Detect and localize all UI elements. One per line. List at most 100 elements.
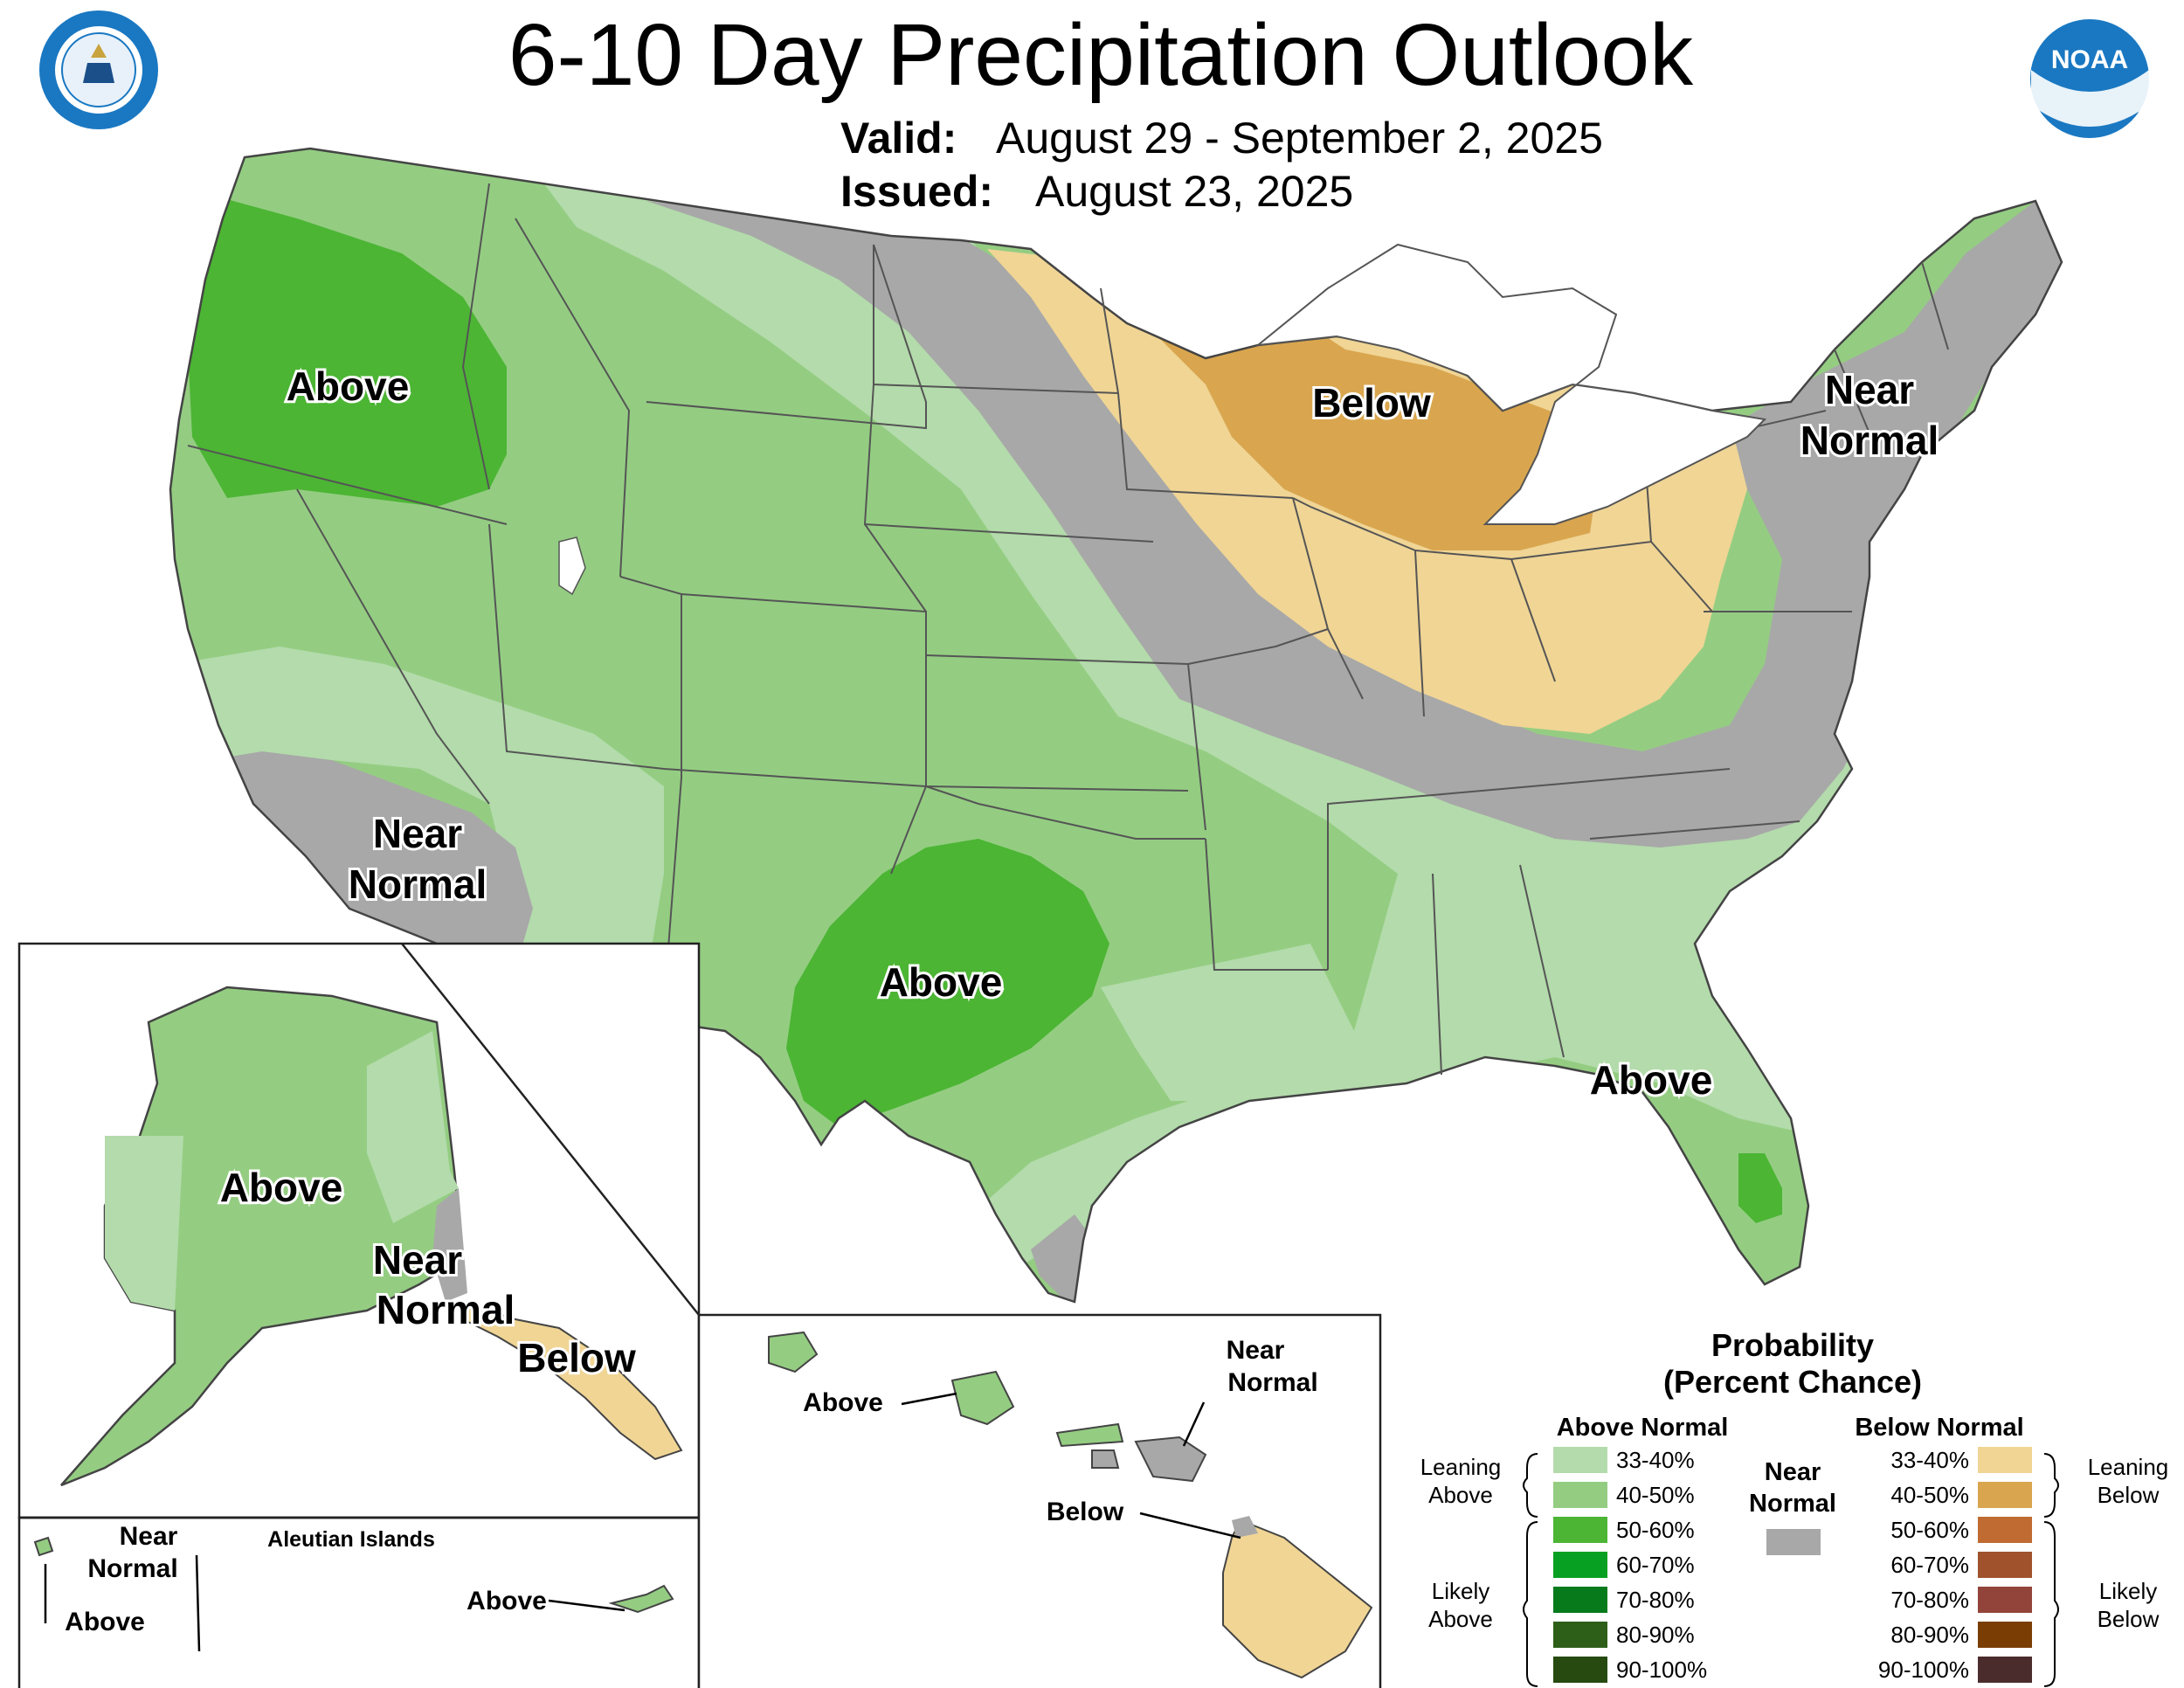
legend-swatch-below-5: [1978, 1622, 2032, 1648]
legend-swatch-below-3: [1978, 1552, 2032, 1578]
legend-range-below-6: 90-100%: [1878, 1657, 1969, 1683]
label-hawaii-below: Below: [1047, 1498, 1124, 1526]
label-conus-great-lakes: Below: [1312, 380, 1431, 425]
state-boundaries: [187, 183, 1949, 1076]
alaska-light-above-west: [105, 1136, 183, 1311]
legend-below-rows: 33-40% 40-50% 50-60% 60-70% 70-80% 80-90% 90-1…: [1878, 1447, 2032, 1683]
hawaii-big-island: [1222, 1519, 1373, 1679]
legend-swatch-above-2: [1553, 1517, 1607, 1543]
label-conus-southern-plains: Above: [880, 959, 1003, 1005]
alaska-inset: [17, 942, 701, 1688]
alaska-panhandle-below: [462, 1300, 683, 1461]
legend-swatch-above-6: [1553, 1657, 1607, 1683]
map-labels: Above Below Near Normal Near Normal Abov…: [218, 361, 1942, 1383]
noaa-logo-icon: [2027, 16, 2153, 142]
great-salt-lake: [558, 536, 586, 596]
legend-braces: [1523, 1453, 2059, 1687]
legend-title-2: (Percent Chance): [1663, 1364, 1922, 1400]
legend-above-header: Above Normal: [1557, 1414, 1729, 1442]
label-conus-southwest-2: Normal: [349, 861, 487, 907]
legend-range-above-5: 80-90%: [1616, 1622, 1695, 1648]
conus-above-northwest: [188, 192, 507, 507]
conus-light-above-south: [1101, 751, 1878, 1136]
valid-value: August 29 - September 2, 2025: [996, 114, 1603, 163]
legend-range-below-1: 40-50%: [1890, 1482, 1969, 1508]
legend-swatch-above-5: [1553, 1622, 1607, 1648]
legend-swatch-below-4: [1978, 1587, 2032, 1613]
commerce-seal-icon: [39, 10, 158, 129]
legend: Probability (Percent Chance) Above Norma…: [1420, 1327, 2169, 1687]
label-hawaii-above: Above: [803, 1388, 883, 1417]
legend-near-2: Normal: [1749, 1490, 1836, 1518]
label-conus-southeast: Above: [1590, 1057, 1713, 1103]
great-lakes: [1254, 243, 1767, 525]
conus-near-normal-central: [646, 201, 2062, 847]
label-aleutian-above-west: Above: [65, 1608, 145, 1636]
label-conus-southwest-1: Near: [373, 811, 462, 856]
conus-light-above-california: [175, 647, 664, 1013]
label-aleutian-near-2: Normal: [87, 1554, 177, 1583]
legend-above-rows: 33-40% 40-50% 50-60% 60-70% 70-80% 80-90% 90-1…: [1553, 1447, 1707, 1683]
label-aleutian-above-east: Above: [467, 1587, 547, 1615]
hawaii-maui: [1134, 1435, 1207, 1483]
label-alaska-se-2: Normal: [377, 1287, 515, 1332]
legend-range-below-3: 60-70%: [1890, 1552, 1969, 1578]
alaska-near-normal: [432, 1188, 467, 1302]
label-conus-northeast-1: Near: [1825, 367, 1914, 412]
hawaii-oahu: [950, 1370, 1015, 1426]
legend-range-above-1: 40-50%: [1616, 1482, 1695, 1508]
legend-likely-below-1: Likely: [2099, 1578, 2157, 1604]
legend-range-below-5: 80-90%: [1890, 1622, 1969, 1648]
alaska-light-above-east: [367, 1031, 459, 1223]
issued-value: August 23, 2025: [1035, 167, 1353, 216]
conus-near-normal-southwest: [210, 751, 533, 979]
label-hawaii-near-2: Normal: [1227, 1368, 1317, 1397]
legend-range-above-4: 70-80%: [1616, 1587, 1695, 1613]
small-map-labels: Aleutian Islands Near Normal Above Above…: [65, 1336, 1318, 1636]
label-alaska-main: Above: [220, 1165, 343, 1210]
hawaii-kauai: [768, 1331, 819, 1373]
page-title: 6-10 Day Precipitation Outlook: [508, 6, 1694, 104]
legend-swatch-below-2: [1978, 1517, 2032, 1543]
label-hawaii-near-1: Near: [1227, 1336, 1285, 1365]
label-alaska-se-1: Near: [373, 1237, 462, 1283]
legend-title-1: Probability: [1711, 1327, 1874, 1363]
noaa-logo-text: NOAA: [2051, 45, 2128, 74]
legend-range-above-2: 50-60%: [1616, 1517, 1695, 1543]
legend-below-header: Below Normal: [1855, 1414, 2023, 1442]
legend-swatch-below-6: [1978, 1657, 2032, 1683]
issued-label: Issued:: [840, 167, 993, 216]
legend-likely-below-2: Below: [2098, 1606, 2160, 1632]
leader-lines: [44, 1392, 1241, 1652]
legend-swatch-above-4: [1553, 1587, 1607, 1613]
conus-above-southern-plains: [786, 839, 1109, 1127]
legend-swatch-above-0: [1553, 1447, 1607, 1473]
legend-swatch-above-1: [1553, 1482, 1607, 1508]
legend-leaning-above-1: Leaning: [1420, 1454, 1502, 1480]
hawaii-big-island-near-normal: [1232, 1516, 1258, 1538]
legend-range-below-2: 50-60%: [1890, 1517, 1969, 1543]
conus-above-florida: [1738, 1153, 1782, 1223]
legend-leaning-above-2: Above: [1428, 1482, 1493, 1508]
label-conus-northeast-2: Normal: [1800, 418, 1939, 463]
legend-range-above-3: 60-70%: [1616, 1552, 1695, 1578]
label-aleutian-near-1: Near: [120, 1522, 178, 1551]
legend-leaning-below-2: Below: [2098, 1482, 2160, 1508]
legend-range-below-0: 33-40%: [1890, 1447, 1969, 1473]
hawaii-molokai: [1055, 1422, 1124, 1448]
legend-leaning-below-1: Leaning: [2088, 1454, 2169, 1480]
legend-swatch-below-0: [1978, 1447, 2032, 1473]
legend-swatch-below-1: [1978, 1482, 2032, 1508]
aleutian-chain: [33, 1536, 674, 1614]
hawaii-inset: [697, 1313, 1382, 1688]
label-alaska-panhandle: Below: [517, 1335, 636, 1380]
label-aleutian-title: Aleutian Islands: [267, 1527, 435, 1552]
legend-swatch-near-normal: [1766, 1529, 1821, 1555]
legend-near-1: Near: [1765, 1458, 1821, 1486]
hawaii-lanai: [1091, 1449, 1120, 1469]
legend-likely-above-1: Likely: [1432, 1578, 1489, 1604]
legend-range-below-4: 70-80%: [1890, 1587, 1969, 1613]
legend-swatch-above-3: [1553, 1552, 1607, 1578]
valid-label: Valid:: [840, 114, 957, 163]
